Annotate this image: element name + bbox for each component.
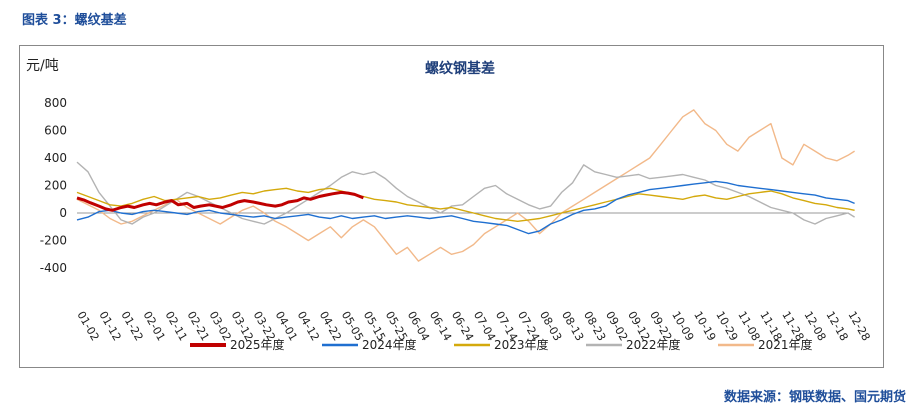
legend-label: 2024年度 [362,337,417,352]
axes: -400-200020040060080001-0201-1201-2202-0… [40,96,873,343]
series-line-2023年度 [76,187,855,223]
y-tick-label: 600 [44,124,67,138]
legend-label: 2022年度 [626,337,681,352]
y-tick-label: 400 [44,151,67,165]
chart-frame: 螺纹钢基差 元/吨 -400 -200 0 200 400 600 800 01-02 01-1… [19,45,884,368]
y-tick-label: -400 [40,261,67,275]
series-line-2022年度 [76,161,855,225]
legend-label: 2021年度 [758,337,813,352]
y-tick-label: -200 [40,234,67,248]
figure-title: 图表 3：螺纹基差 [22,13,127,28]
y-axis-label: 元/吨 [26,58,59,74]
series-line-2024年度 [76,180,855,235]
legend-label: 2025年度 [230,337,285,352]
y-tick-label: 0 [59,206,67,220]
series-group [76,109,855,262]
y-tick-label: 800 [44,96,67,110]
legend-label: 2023年度 [494,337,549,352]
series-line-2025年度 [76,190,364,212]
legend: 2025年度 2024年度 2023年度 2022年度 2021年度 [190,337,813,352]
chart: 螺纹钢基差 元/吨 -400-200020040060080001-0201-1… [26,58,873,352]
series-line-2021年度 [76,109,855,262]
source-note: 数据来源：钢联数据、国元期货 [723,390,906,405]
x-tick-label: 12-28 [845,309,872,343]
chart-title: 螺纹钢基差 [425,60,495,77]
y-tick-label: 200 [44,179,67,193]
